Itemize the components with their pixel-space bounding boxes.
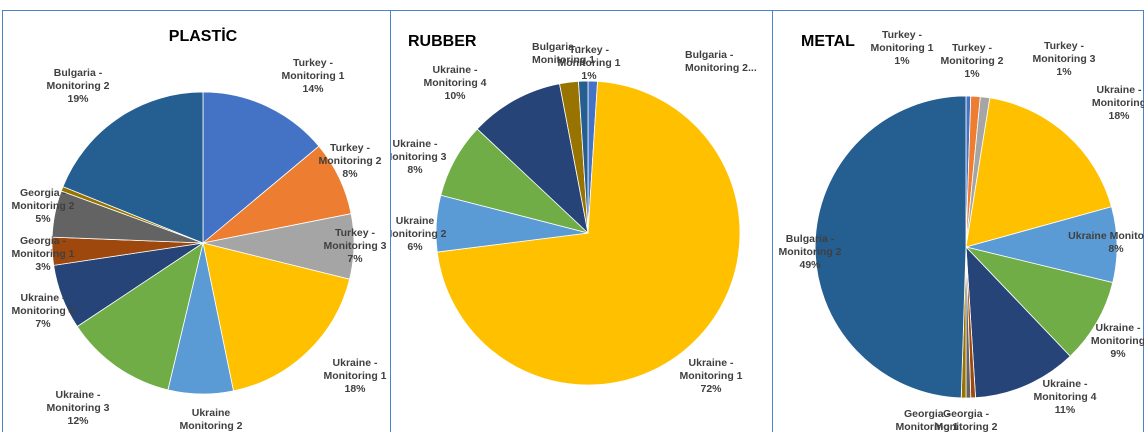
slice-label-turkey-monitoring-3: Turkey -Monitoring 3 7%	[324, 227, 387, 265]
slice-label-ukraine-monitoring-1: Ukraine -Monitoring 1 72%	[680, 357, 743, 395]
slice-label-bulgaria-monitoring-2: Bulgaria -Monitoring 2 19%	[47, 67, 110, 105]
slice-label-turkey-monitoring-3: Turkey -Monitoring 3 1%	[1033, 40, 1096, 78]
pie-slice-ukraine-monitoring-1	[202, 242, 351, 392]
chart-panel-plastic: PLASTİC Turkey -Monitoring 1 14% Turkey -M…	[2, 10, 391, 432]
chart-svg-rubber: RUBBER Turkey -Monitoring 1 1% Ukraine -Mo…	[391, 33, 757, 395]
chart-panel-metal: METAL Turkey -Monitoring 1 1% Turkey -Moni…	[772, 10, 1144, 432]
chart-svg-plastic: PLASTİC Turkey -Monitoring 1 14% Turkey -M…	[12, 27, 387, 432]
pie-slice-ukraine-monitoring-4	[476, 83, 589, 235]
pie-slice-turkey-monitoring-1	[202, 91, 320, 244]
slice-label-georgia-monitoring-2: Georgia -Monitoring 2 5%	[12, 187, 75, 225]
pie-slice-bulgaria-monitoring-2	[578, 80, 589, 234]
pie-slice-ukraine-monitoring-4	[965, 245, 1071, 399]
slice-label-ukraine-monitoring-4: Ukraine -Monitoring 4 7%	[12, 292, 75, 330]
slice-label-turkey-monitoring-2: Turkey -Monitoring 2 1%	[941, 42, 1004, 80]
slice-label-ukraine-monitoring: Ukraine -Monitoring 9%	[1091, 322, 1144, 360]
chart-title: RUBBER	[408, 33, 477, 50]
slice-label-turkey-monitoring-1: Turkey -Monitoring 1 1%	[871, 29, 934, 67]
slice-label-turkey-monitoring-1: Turkey -Monitoring 1 1%	[558, 44, 621, 82]
pie-slice-bulgaria-monitoring-2	[62, 91, 204, 244]
pie-slice-ukraine-monitoring-1	[436, 80, 741, 386]
slice-label-ukraine-monitoring-3: Ukraine -Monitoring 3 12%	[47, 389, 110, 427]
chart-svg-metal: METAL Turkey -Monitoring 1 1%Turkey -Moni…	[779, 29, 1144, 432]
slice-label-georgia-monitoring-1: Georgia -Monitoring 1 3%	[12, 235, 75, 273]
chart-title: METAL	[801, 33, 855, 50]
pie-slices	[51, 91, 355, 395]
slice-label-ukraine-monitoring-4: Ukraine -Monitoring 4 11%	[1034, 378, 1097, 416]
chart-panel-rubber: RUBBER Turkey -Monitoring 1 1% Ukraine -Mo…	[390, 10, 773, 432]
slice-label-ukraine-monitoring: Ukraine Monitoring8%	[1068, 230, 1144, 255]
slice-label-georgia-monitoring-1: Georgia -Monitoring 11%	[896, 408, 959, 432]
pie-slices	[435, 80, 741, 386]
slice-label-georgia-monitoring-2: Georgia -Monitoring 21%	[935, 408, 998, 432]
slice-label-turkey-monitoring-1: Turkey -Monitoring 1 14%	[282, 57, 345, 95]
slice-label-ukraine-monitoring-1: Ukraine -Monitoring 1 18%	[324, 357, 387, 395]
slice-label-bulgaria-monitoring-1: Bulgaria -Monitoring 1	[532, 41, 595, 66]
pie-slice-bulgaria-monitoring-2	[814, 95, 967, 399]
pie-slice-ukraine-monitoring	[964, 246, 1114, 357]
slice-label-turkey-monitoring-2: Turkey -Monitoring 2 8%	[319, 142, 382, 180]
pie-slice-ukraine-monitoring	[965, 97, 1113, 248]
slice-label-ukraine-monitoring-4: Ukraine -Monitoring 4 10%	[424, 64, 487, 102]
slice-label-bulgaria-monitoring-2: Bulgaria -Monitoring 2 49%	[779, 233, 842, 271]
pie-slices	[814, 95, 1118, 399]
pie-slice-ukraine-monitoring-3	[76, 242, 204, 391]
slice-label-bulgaria-monitoring-2: Bulgaria -Monitoring 2...	[685, 49, 757, 74]
chart-title: PLASTİC	[169, 27, 238, 45]
slice-label-ukraine-monitoring: Ukraine -Monitoring 18%	[1092, 84, 1144, 122]
slice-label-ukraine-monitoring-3: Ukraine -Monitoring 38%	[391, 138, 447, 176]
